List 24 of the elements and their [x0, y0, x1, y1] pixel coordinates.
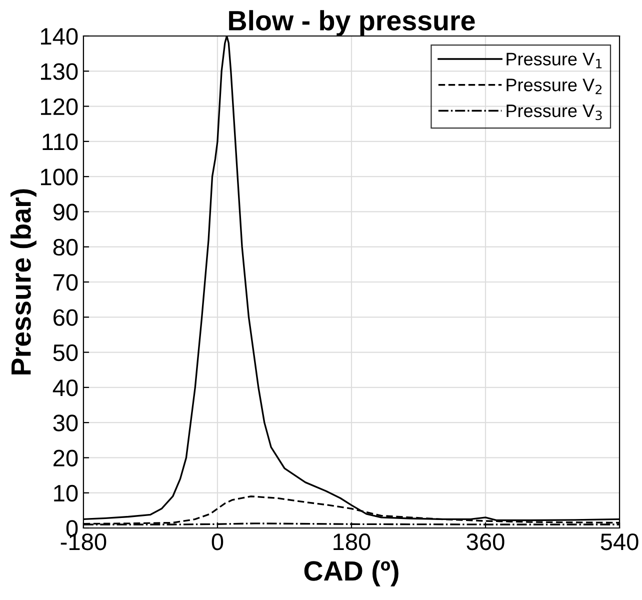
- y-tick-label: 110: [42, 133, 78, 150]
- y-tick-label: 130: [41, 63, 78, 80]
- x-tick-label: 180: [334, 533, 370, 550]
- legend-label: Pressure V$_{3}$: [506, 104, 602, 120]
- chart-title: Blow - by pressure: [229, 10, 475, 36]
- y-tick-label: 40: [52, 379, 78, 396]
- y-tick-label: 80: [53, 238, 78, 256]
- y-tick-label: 90: [53, 204, 78, 220]
- y-tick-label: 30: [53, 414, 78, 432]
- x-tick-label: 360: [466, 533, 504, 550]
- y-tick-label: 10: [54, 484, 78, 502]
- y-tick-label: 70: [54, 274, 78, 291]
- y-tick-label: 20: [54, 450, 78, 466]
- x-tick-label: 540: [600, 533, 638, 550]
- y-tick-label: 140: [41, 28, 78, 45]
- y-tick-label: 100: [41, 168, 78, 186]
- y-tick-label: 50: [53, 344, 78, 362]
- y-axis-title: Pressure (bar): [10, 189, 36, 374]
- x-axis-title: CAD (º): [304, 560, 398, 586]
- x-tick-label: 0: [212, 533, 224, 550]
- y-tick-label: 120: [41, 98, 78, 116]
- legend-label: Pressure V$_{2}$: [506, 78, 602, 94]
- legend-label: Pressure V$_{1}$: [506, 52, 602, 68]
- y-tick-label: 60: [54, 309, 78, 326]
